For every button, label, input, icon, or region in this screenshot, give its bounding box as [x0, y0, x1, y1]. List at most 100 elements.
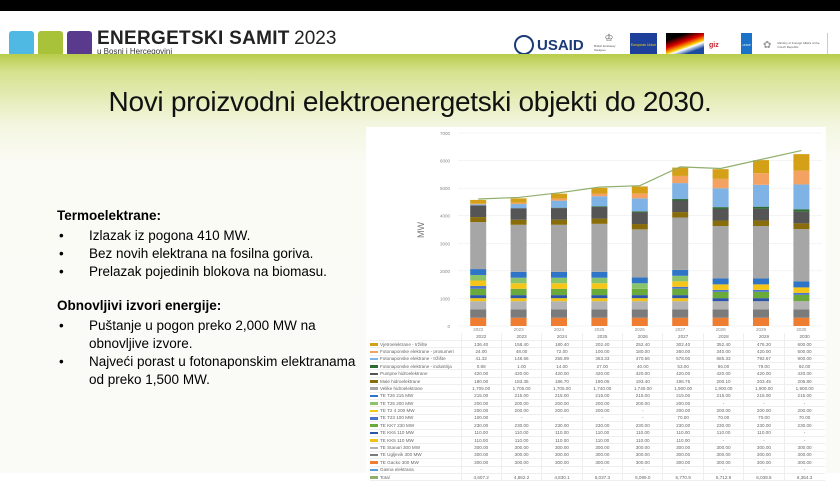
row-label: Pumpne hidroelektrane [370, 370, 461, 377]
eu-text: European Union [631, 43, 656, 47]
table-cell: - [623, 414, 663, 421]
table-cell: 1,705.00 [542, 385, 582, 392]
row-label: TE T23 100 MW [370, 414, 461, 421]
bar-segment [632, 224, 648, 229]
legend-swatch [370, 454, 378, 457]
bar-segment [793, 301, 809, 309]
table-cell: 230.00 [784, 422, 824, 429]
row-label: Velike hidroelektrane [370, 385, 461, 392]
table-cell: 420.00 [582, 370, 622, 377]
bullet-item: Puštanje u pogon preko 2,000 MW na obnov… [57, 317, 357, 353]
row-label: Fotonaponske elektrane - industrija [370, 363, 461, 370]
section-heading: Termoelektrane: [57, 207, 357, 225]
table-cell: 300.00 [542, 444, 582, 451]
bar-segment [793, 281, 809, 287]
bar-segment [672, 218, 688, 270]
bar-segment [753, 284, 769, 290]
bar-segment [511, 198, 527, 202]
table-cell: 300.00 [663, 444, 703, 451]
table-cell: - [501, 466, 541, 473]
legend-swatch [370, 373, 378, 376]
table-cell: 110.00 [623, 429, 663, 436]
table-cell: 183.35 [501, 377, 541, 384]
bar-segment [591, 278, 607, 284]
table-cell: 200.00 [542, 407, 582, 414]
bar-segment [672, 298, 688, 301]
table-cell: 363.33 [582, 355, 622, 362]
bar-segment [753, 207, 769, 209]
table-cell: - [784, 436, 824, 443]
table-cell: 1,740.00 [582, 385, 622, 392]
table-cell: 300.00 [663, 459, 703, 466]
table-cell: 230.00 [703, 422, 743, 429]
bar-segment [672, 295, 688, 298]
table-cell: 200.00 [461, 400, 501, 407]
table-cell: 2027 [663, 333, 703, 340]
bullet-item: Najveći porast u fotonaponskim elektrana… [57, 353, 357, 389]
bar-segment [470, 206, 486, 218]
table-cell: 202.40 [582, 340, 622, 347]
table-cell: 300.00 [501, 451, 541, 458]
bar-segment [591, 289, 607, 295]
bar-segment [713, 284, 729, 290]
table-cell: 230.00 [623, 422, 663, 429]
table-cell: 215.00 [744, 392, 784, 399]
bar-segment [632, 198, 648, 211]
legend-swatch [370, 395, 378, 398]
legend-swatch [370, 417, 378, 420]
bar-segment [672, 289, 688, 295]
bar-segment [793, 223, 809, 229]
bar-segment [632, 318, 648, 326]
table-cell: 41.32 [461, 355, 501, 362]
table-cell: 215.00 [582, 392, 622, 399]
bar-segment [551, 283, 567, 289]
bar-segment [591, 272, 607, 278]
table-cell: 420.00 [542, 370, 582, 377]
bar-segment [793, 209, 809, 212]
table-cell: 1,900.00 [703, 385, 743, 392]
row-label: Fotonaponske elektrane - tržište [370, 355, 461, 362]
table-cell: 110.00 [501, 436, 541, 443]
table-cell: 300.00 [461, 444, 501, 451]
row-label: TE Ugljevik 300 MW [370, 451, 461, 458]
table-cell: - [663, 466, 703, 473]
table-cell: 136.40 [461, 340, 501, 347]
bar-segment [713, 209, 729, 221]
table-cell: 792.67 [744, 355, 784, 362]
slide-title: Novi proizvodni elektroenergetski objekt… [0, 86, 820, 118]
bar-segment [793, 287, 809, 293]
table-cell: 215.00 [461, 392, 501, 399]
bar-segment [753, 278, 769, 284]
plant-logo-icon [38, 31, 63, 56]
bar-segment [713, 221, 729, 227]
bar-segment [632, 283, 648, 289]
table-cell: 300.00 [744, 459, 784, 466]
table-cell: 66.00 [703, 363, 743, 370]
legend-swatch [370, 365, 378, 368]
bar-segment [672, 199, 688, 200]
bar-segment [551, 298, 567, 301]
bar-segment [753, 160, 769, 173]
x-tick-label: 2025 [594, 327, 605, 332]
bar-segment [591, 224, 607, 272]
bar-segment [511, 309, 527, 317]
bar-segment [713, 318, 729, 326]
row-label: TE KK6 110 MW [370, 429, 461, 436]
bar-segment [672, 287, 688, 289]
table-cell: 420.00 [744, 348, 784, 355]
table-cell: 300.00 [582, 444, 622, 451]
y-tick-label: 0 [447, 324, 450, 329]
table-cell: 200.00 [501, 407, 541, 414]
bar-segment [511, 298, 527, 301]
table-cell: 110.00 [461, 436, 501, 443]
table-cell: 4,662.2 [501, 473, 541, 480]
table-cell: 5,770.9 [663, 473, 703, 480]
